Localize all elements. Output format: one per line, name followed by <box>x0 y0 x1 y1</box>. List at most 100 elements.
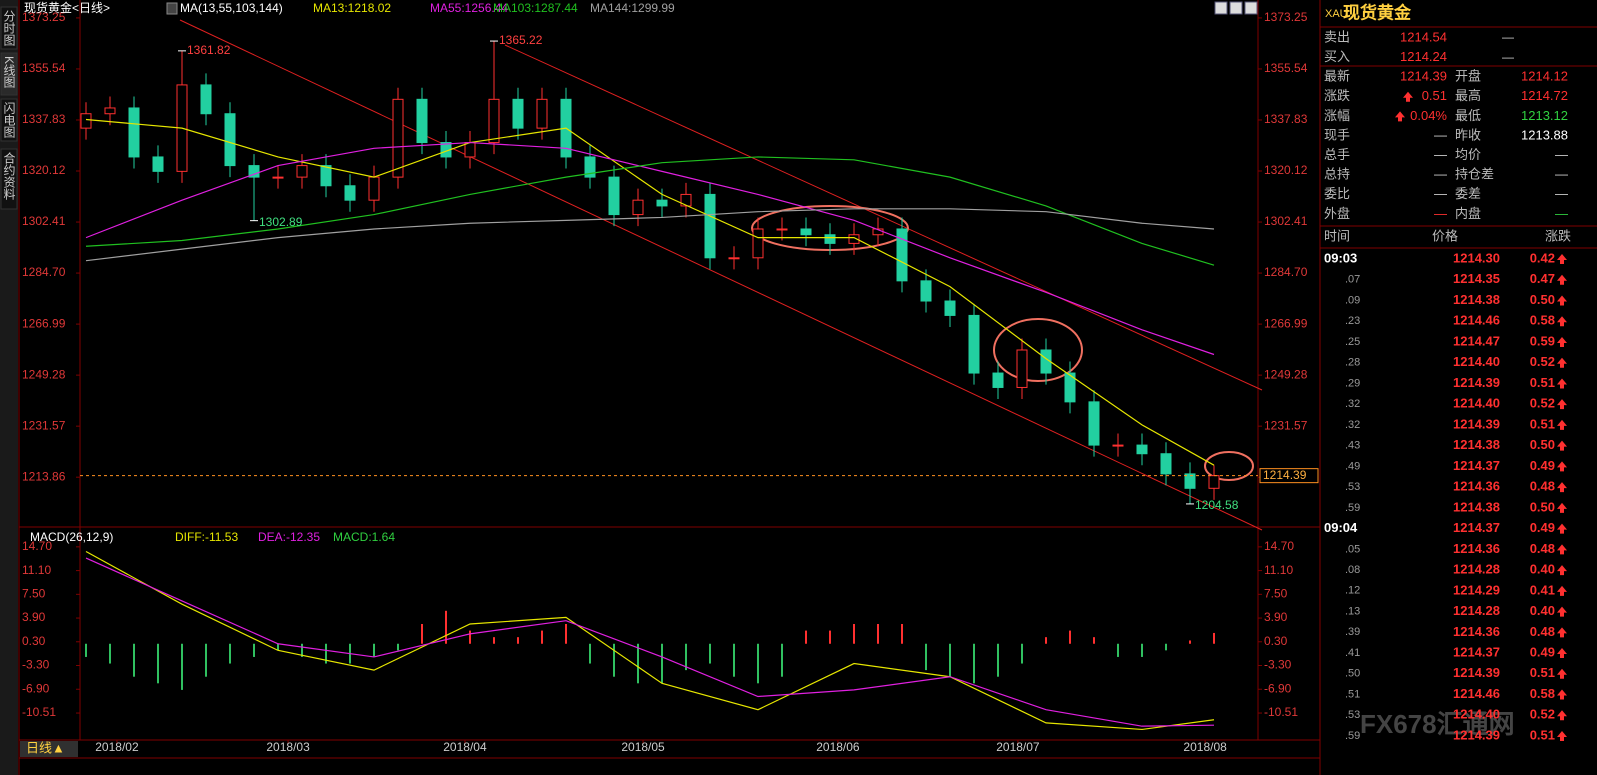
tick-time: .49 <box>1345 460 1360 472</box>
tick-time: .25 <box>1345 336 1360 348</box>
tick-time: .28 <box>1345 357 1360 369</box>
candle-body <box>1064 372 1076 403</box>
y-tick-label: 7.50 <box>22 586 46 600</box>
x-tick-label: 2018/06 <box>816 740 860 754</box>
tick-price: 1214.39 <box>1453 727 1500 742</box>
legend-entry: MA144:1299.99 <box>590 1 675 15</box>
up-arrow <box>1557 502 1567 513</box>
y-tick-label: 1355.54 <box>22 61 66 75</box>
tick-header: 时间 <box>1324 228 1350 243</box>
x-tick-label: 2018/07 <box>996 740 1040 754</box>
sidebar-tab-bg[interactable] <box>0 148 18 210</box>
tick-price: 1214.40 <box>1453 354 1500 369</box>
candle-body <box>896 228 908 282</box>
candle-body <box>1112 444 1124 447</box>
legend-entry: MA13:1218.02 <box>313 1 391 15</box>
sidebar-tab[interactable]: K线图 <box>2 56 16 88</box>
candle-body <box>464 142 476 158</box>
period-button-bg[interactable] <box>20 741 78 757</box>
up-arrow <box>1557 648 1567 659</box>
extreme-label: 1361.82 <box>187 43 231 57</box>
tick-time: .09 <box>1345 294 1360 306</box>
y-tick-label: 3.90 <box>22 610 46 624</box>
quote-label: 开盘 <box>1455 69 1481 84</box>
period-button[interactable]: 日线▲ <box>26 740 65 755</box>
sidebar-tab-bg[interactable] <box>0 52 18 96</box>
up-arrow <box>1557 627 1567 638</box>
y-tick-label: 7.50 <box>1264 586 1288 600</box>
y-tick-label: 1231.57 <box>22 418 66 432</box>
legend-entry: DIFF:-11.53 <box>175 530 238 544</box>
quote-name: 现货黄金 <box>1343 2 1412 22</box>
tick-time: 09:03 <box>1324 250 1357 265</box>
quote-label: 总手 <box>1324 147 1350 162</box>
tick-change: 0.59 <box>1530 333 1555 348</box>
tick-change: 0.40 <box>1530 603 1555 618</box>
quote-label: 涨幅 <box>1324 108 1350 123</box>
sidebar-tab[interactable]: 合约资料 <box>2 151 16 200</box>
candle-body <box>752 228 764 259</box>
candle-body <box>488 98 500 144</box>
tick-time: .53 <box>1345 709 1360 721</box>
candle-body <box>104 107 116 115</box>
tick-time: .29 <box>1345 377 1360 389</box>
y-tick-label: -3.30 <box>22 658 50 672</box>
y-tick-label: 1266.99 <box>22 316 66 330</box>
up-arrow <box>1557 482 1567 493</box>
candle-body <box>920 280 932 302</box>
window-button[interactable] <box>1229 1 1243 15</box>
candle-body <box>320 165 332 187</box>
y-tick-label: 1337.83 <box>22 112 66 126</box>
indicator-icon[interactable] <box>166 2 178 15</box>
y-tick-label: 1213.86 <box>22 469 66 483</box>
last-price-box <box>1259 468 1319 484</box>
tick-time: .41 <box>1345 647 1360 659</box>
sidebar-tab[interactable]: 闪电图 <box>2 102 16 138</box>
candle-body <box>848 234 860 244</box>
candle-body <box>992 372 1004 388</box>
sidebar-tab-bg[interactable] <box>0 98 18 142</box>
tick-change: 0.50 <box>1530 292 1555 307</box>
up-arrow <box>1395 111 1405 122</box>
tick-time: .13 <box>1345 605 1360 617</box>
tick-change: 0.52 <box>1530 396 1555 411</box>
tick-price: 1214.37 <box>1453 644 1500 659</box>
y-tick-label: 14.70 <box>1264 539 1294 553</box>
candle-body <box>200 84 212 115</box>
quote-value: 1214.24 <box>1400 49 1447 64</box>
quote-label: 最高 <box>1455 88 1481 103</box>
sidebar-tab-bg[interactable] <box>0 6 18 50</box>
sidebar-tab[interactable]: 分时图 <box>2 10 16 46</box>
legend-entry: DEA:-12.35 <box>258 530 320 544</box>
candle-body <box>128 107 140 158</box>
tick-price: 1214.46 <box>1453 686 1500 701</box>
channel-line <box>179 19 1263 531</box>
tick-time: .23 <box>1345 315 1360 327</box>
candle-body <box>272 176 284 179</box>
tick-time: .51 <box>1345 688 1360 700</box>
tick-change: 0.58 <box>1530 313 1555 328</box>
chart-title: 现货黄金<日线> <box>24 0 110 15</box>
candle-body <box>1136 444 1148 455</box>
window-button[interactable] <box>1244 1 1258 15</box>
up-arrow <box>1557 336 1567 347</box>
window-button[interactable] <box>1214 1 1228 15</box>
quote-value: 1213.88 <box>1521 127 1568 142</box>
candle-body <box>416 98 428 144</box>
indicator-label: MA(13,55,103,144) <box>180 1 283 15</box>
up-arrow <box>1557 523 1567 534</box>
y-tick-label: 1337.83 <box>1264 112 1308 126</box>
tick-change: 0.50 <box>1530 499 1555 514</box>
tick-price: 1214.38 <box>1453 499 1500 514</box>
up-arrow <box>1557 440 1567 451</box>
extreme-label: 1204.58 <box>1195 498 1239 512</box>
quote-value: 0.51 <box>1422 88 1447 103</box>
candle-body <box>632 199 644 216</box>
candle-body <box>248 165 260 178</box>
tick-time: .59 <box>1345 730 1360 742</box>
tick-price: 1214.38 <box>1453 292 1500 307</box>
candle-body <box>1160 453 1172 475</box>
x-tick-label: 2018/03 <box>266 740 310 754</box>
quote-label: 买入 <box>1324 49 1350 64</box>
tick-price: 1214.37 <box>1453 520 1500 535</box>
